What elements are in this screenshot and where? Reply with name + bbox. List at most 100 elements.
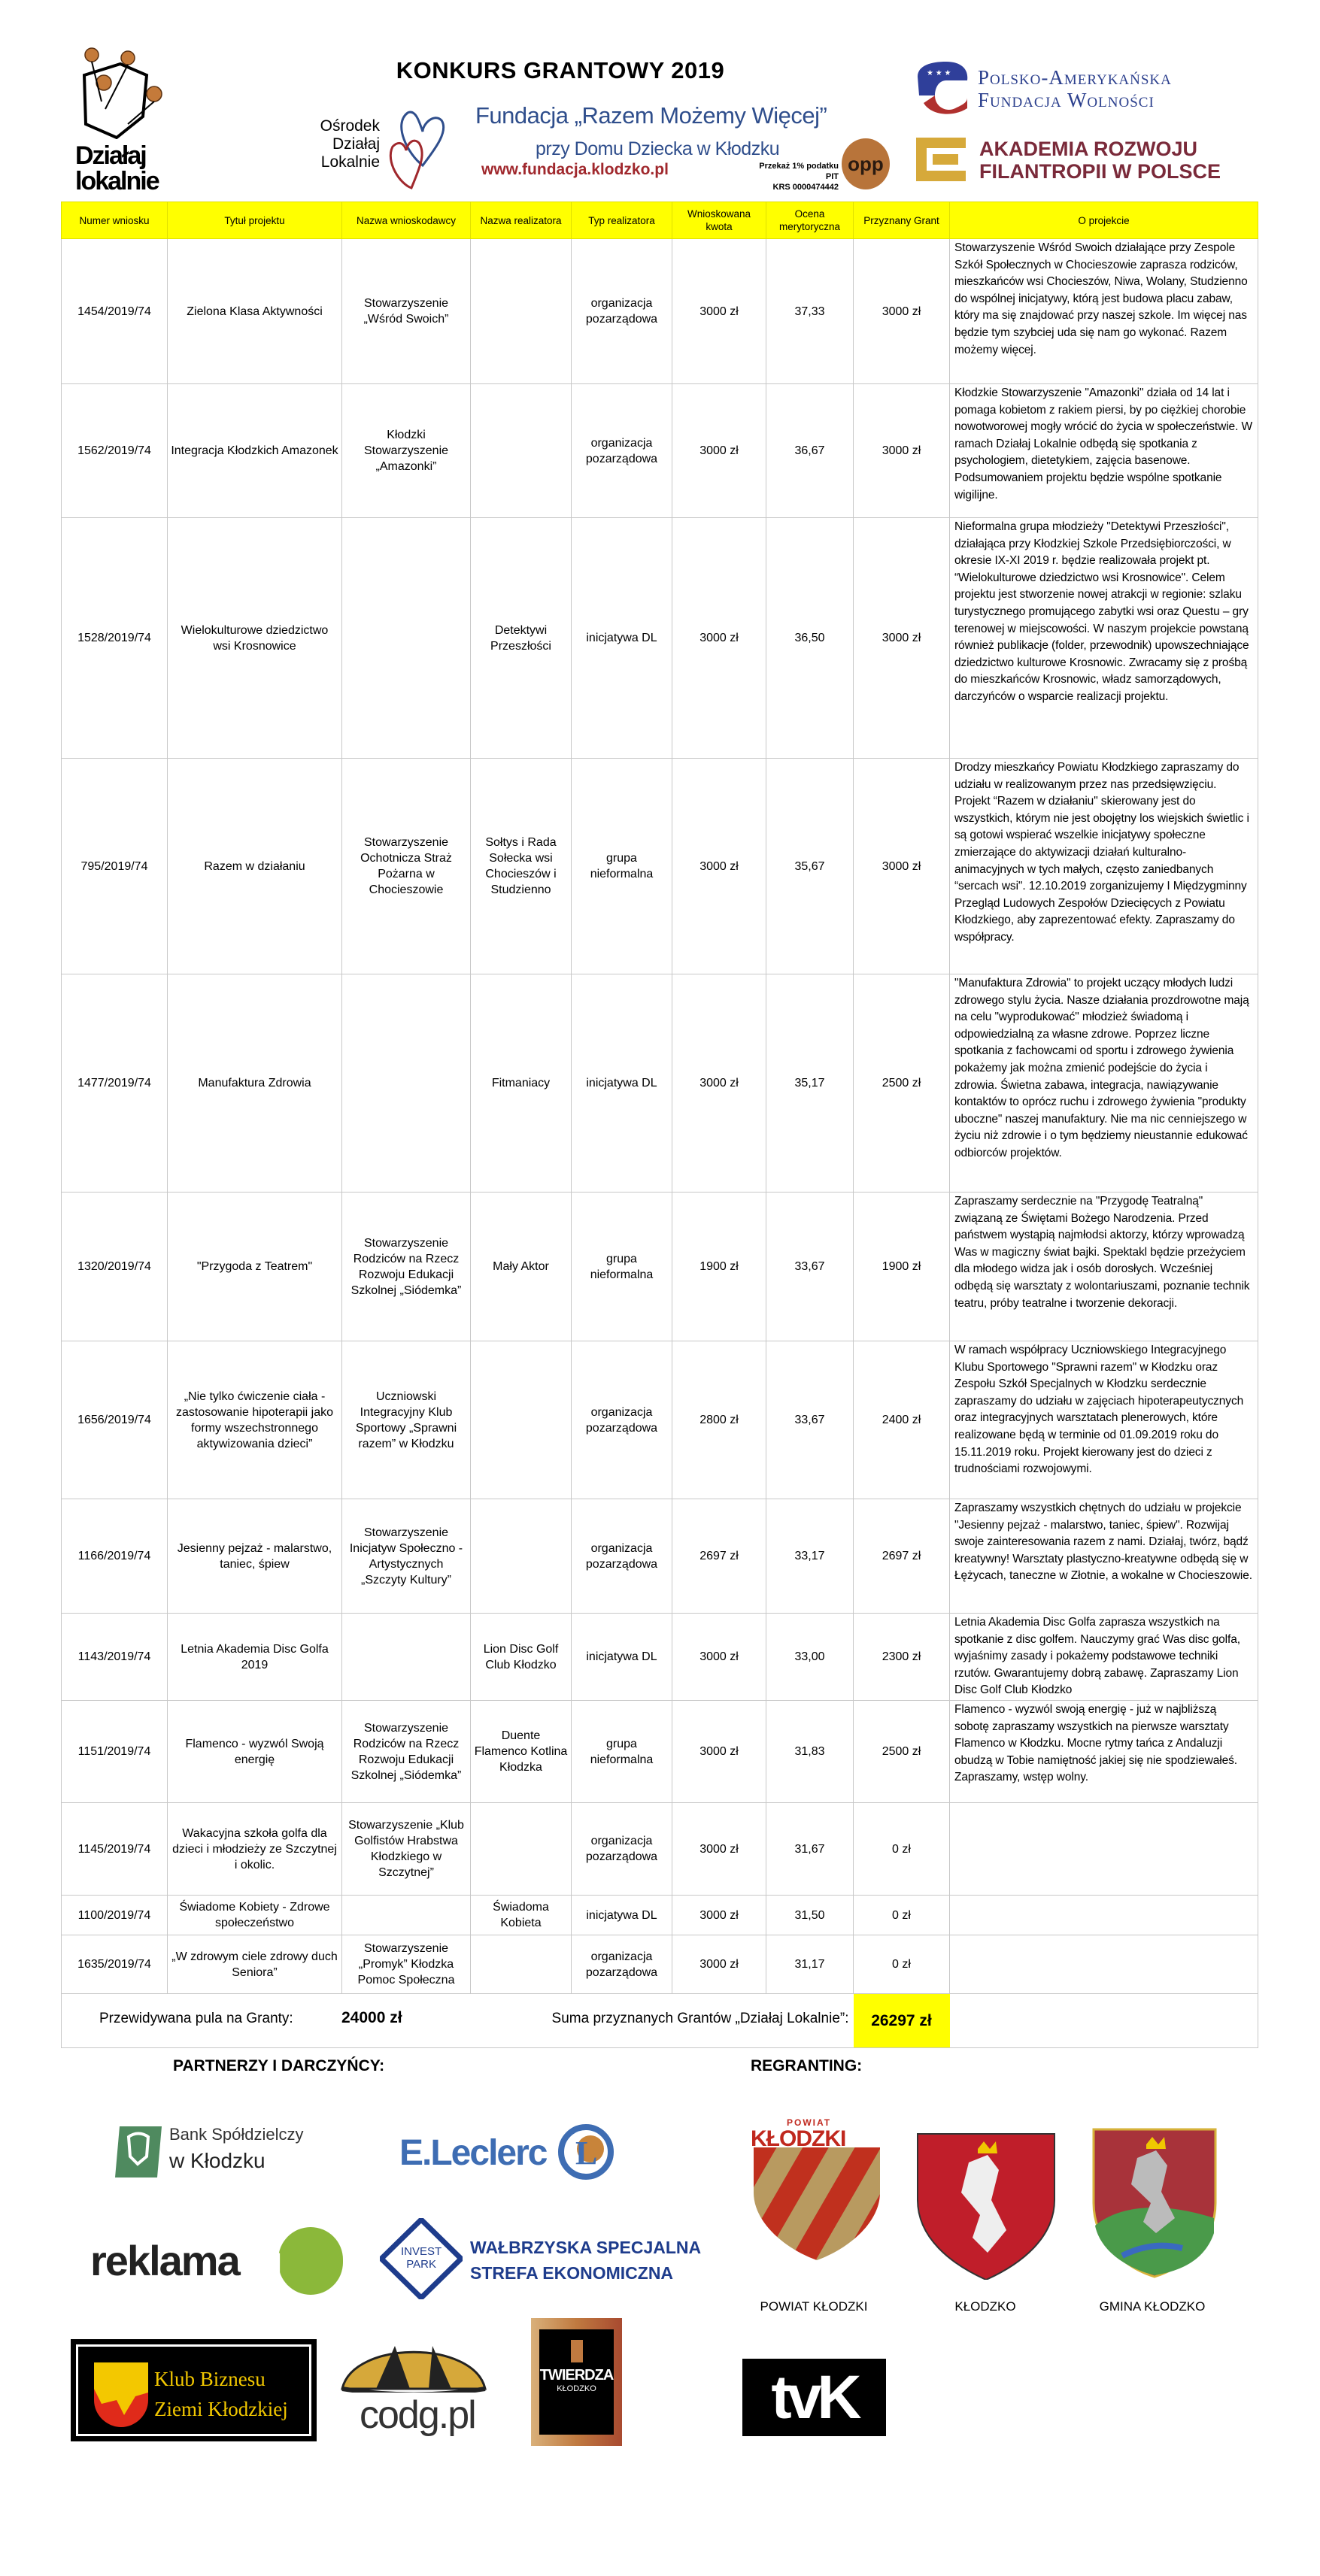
empty-cell [949, 1993, 1258, 2048]
dzialaj-logo-text: Działaj lokalnie [75, 143, 169, 194]
applicant-name-cell: Stowarzyszenie Rodziców na Rzecz Rozwoju… [341, 1700, 471, 1803]
reklama-ai-text: .ai [238, 2237, 283, 2284]
leclerc-logo: E.Leclerc L [399, 2122, 618, 2182]
osrodek-line: Działaj [332, 135, 380, 153]
bank-line: Bank Spółdzielczy [169, 2125, 304, 2144]
implementer-name-cell: Sołtys i Rada Sołecka wsi Chocieszów i S… [470, 758, 572, 974]
project-title-cell: „W zdrowym ciele zdrowy duch Seniora” [167, 1935, 342, 1994]
codg-logo: codg.pl [338, 2340, 489, 2445]
applicant-name-cell: Stowarzyszenie „Wśród Swoich” [341, 238, 471, 384]
dzialaj-lokalnie-logo: Działaj lokalnie [75, 41, 169, 195]
implementer-type-cell: inicjatywa DL [571, 517, 672, 759]
table-row: 795/2019/74 Razem w działaniu Stowarzyszen… [61, 758, 1258, 974]
application-number-cell: 1145/2019/74 [61, 1802, 168, 1896]
merit-score-cell: 31,17 [766, 1935, 854, 1994]
page-title: KONKURS GRANTOWY 2019 [396, 57, 725, 83]
sum-value: 26297 zł [853, 1993, 950, 2048]
totals-labels-cell: Przewidywana pula na Granty: 24000 zł Suma… [61, 1993, 854, 2048]
implementer-name-cell: Mały Aktor [470, 1192, 572, 1341]
granted-amount-cell: 0 zł [853, 1935, 950, 1994]
grants-table: Numer wniosku Tytuł projektu Nazwa wniosko… [61, 202, 1258, 2048]
project-title-cell: Wakacyjna szkoła golfa dla dzieci i młod… [167, 1802, 342, 1896]
column-header: Tytuł projektu [167, 202, 342, 239]
table-row: 1151/2019/74 Flamenco - wyzwól Swoją ener… [61, 1700, 1258, 1803]
requested-amount-cell: 3000 zł [672, 383, 766, 518]
implementer-type-cell: inicjatywa DL [571, 1613, 672, 1701]
merit-score-cell: 33,67 [766, 1341, 854, 1499]
requested-amount-cell: 3000 zł [672, 758, 766, 974]
implementer-type-cell: organizacja pozarządowa [571, 383, 672, 518]
table-row: 1100/2019/74 Świadome Kobiety - Zdrowe sp… [61, 1895, 1258, 1935]
arfp-line: AKADEMIA ROZWOJU [979, 138, 1197, 160]
bank-line: w Kłodzku [169, 2149, 266, 2172]
project-title-cell: Świadome Kobiety - Zdrowe społeczeństwo [167, 1895, 342, 1935]
applicant-name-cell: Stowarzyszenie Ochotnicza Straż Pożarna … [341, 758, 471, 974]
implementer-name-cell: Duente Flamenco Kotlina Kłodzka [470, 1700, 572, 1803]
powiat-line: KŁODZKI [751, 2126, 846, 2151]
paf-flag-icon: ★ ★ ★ [918, 62, 968, 114]
application-number-cell: 1320/2019/74 [61, 1192, 168, 1341]
logo-line: Działaj [75, 141, 147, 170]
granted-amount-cell: 0 zł [853, 1895, 950, 1935]
implementer-name-cell: Detektywi Przeszłości [470, 517, 572, 759]
table-row: 1320/2019/74 "Przygoda z Teatrem" Stowarzy… [61, 1192, 1258, 1341]
applicant-name-cell: Stowarzyszenie „Promyk” Kłodzka Pomoc Sp… [341, 1935, 471, 1994]
osrodek-label: Ośrodek Działaj Lokalnie [267, 117, 380, 171]
wsse-line: WAŁBRZYSKA SPECJALNA [470, 2238, 702, 2257]
svg-text:L: L [575, 2135, 597, 2171]
merit-score-cell: 33,00 [766, 1613, 854, 1701]
project-description-cell [949, 1935, 1258, 1994]
implementer-type-cell: grupa nieformalna [571, 1700, 672, 1803]
granted-amount-cell: 2500 zł [853, 974, 950, 1193]
project-title-cell: Jesienny pejzaż - malarstwo, taniec, śpi… [167, 1499, 342, 1614]
table-row: 1562/2019/74 Integracja Kłodzkich Amazone… [61, 383, 1258, 518]
implementer-name-cell: Lion Disc Golf Club Kłodzko [470, 1613, 572, 1701]
hearts-logo-icon [389, 111, 445, 189]
gmina-klodzko-label: GMINA KŁODZKO [1099, 2299, 1206, 2314]
arfp-logo-text: AKADEMIA ROZWOJU FILANTROPII W POLSCE [979, 138, 1221, 183]
invest-park-logo: INVEST PARK WAŁBRZYSKA SPECJALNA STREFA EK… [380, 2218, 711, 2299]
applicant-name-cell: Uczniowski Integracyjny Klub Sportowy „S… [341, 1341, 471, 1499]
implementer-name-cell [470, 1802, 572, 1896]
paf-line: Fundacja Wolności [978, 89, 1155, 111]
project-title-cell: Wielokulturowe dziedzictwo wsi Krosnowic… [167, 517, 342, 759]
twierdza-logo: TWIERDZA KŁODZKO [531, 2318, 622, 2446]
applicant-name-cell: Stowarzyszenie Inicjatyw Społeczno - Art… [341, 1499, 471, 1614]
project-description-cell: Letnia Akademia Disc Golfa zaprasza wszy… [949, 1613, 1258, 1701]
paf-logo-text: Polsko-Amerykańska Fundacja Wolności [978, 66, 1172, 111]
powiat-klodzki-logo: POWIAT KŁODZKI [751, 2114, 883, 2265]
regranting-title: REGRANTING: [751, 2057, 863, 2074]
twierdza-line: KŁODZKO [557, 2384, 596, 2393]
gmina-klodzko-coat-of-arms-icon [1092, 2128, 1217, 2278]
codg-dome-icon [341, 2346, 487, 2393]
klodzko-coat-of-arms-icon [917, 2133, 1055, 2280]
application-number-cell: 1528/2019/74 [61, 517, 168, 759]
granted-amount-cell: 2400 zł [853, 1341, 950, 1499]
implementer-type-cell: grupa nieformalna [571, 758, 672, 974]
granted-amount-cell: 3000 zł [853, 758, 950, 974]
osrodek-line: Lokalnie [320, 153, 380, 171]
project-description-cell: Stowarzyszenie Wśród Swoich działające p… [949, 238, 1258, 384]
requested-amount-cell: 3000 zł [672, 974, 766, 1193]
project-description-cell [949, 1895, 1258, 1935]
requested-amount-cell: 3000 zł [672, 238, 766, 384]
requested-amount-cell: 3000 zł [672, 517, 766, 759]
table-header-row: Numer wniosku Tytuł projektu Nazwa wniosko… [61, 202, 1258, 239]
bank-spoldzielczy-logo: Bank Spółdzielczy w Kłodzku [115, 2125, 356, 2181]
twierdza-line: TWIERDZA [539, 2367, 614, 2384]
reklama-ai-logo: reklama.ai [90, 2227, 346, 2295]
fundacja-website-link[interactable]: www.fundacja.klodzko.pl [481, 161, 669, 178]
application-number-cell: 1151/2019/74 [61, 1700, 168, 1803]
klub-line: Klub Biznesu [154, 2368, 266, 2390]
codg-text: codg.pl [360, 2393, 477, 2437]
implementer-name-cell: Świadoma Kobieta [470, 1895, 572, 1935]
application-number-cell: 1656/2019/74 [61, 1341, 168, 1499]
column-header: Wnioskowana kwota [672, 202, 766, 239]
application-number-cell: 1477/2019/74 [61, 974, 168, 1193]
implementer-type-cell: organizacja pozarządowa [571, 1802, 672, 1896]
merit-score-cell: 37,33 [766, 238, 854, 384]
implementer-type-cell: organizacja pozarządowa [571, 1499, 672, 1614]
table-row: 1143/2019/74 Letnia Akademia Disc Golfa 2… [61, 1613, 1258, 1701]
merit-score-cell: 33,17 [766, 1499, 854, 1614]
applicant-name-cell: Kłodzki Stowarzyszenie „Amazonki” [341, 383, 471, 518]
